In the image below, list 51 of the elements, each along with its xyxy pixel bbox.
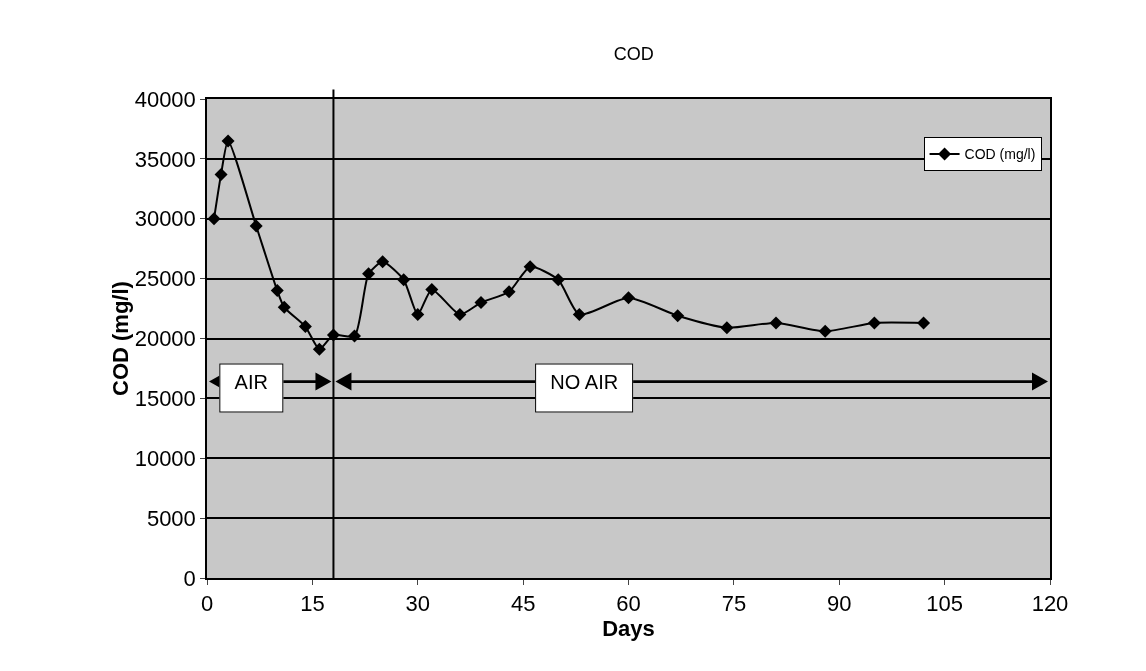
point — [312, 342, 326, 356]
point — [298, 320, 312, 334]
point — [362, 267, 376, 281]
y-tick-label: 40000 — [134, 86, 196, 112]
y-tick-label: 20000 — [134, 326, 196, 352]
x-axis-title: Days — [602, 616, 655, 642]
point — [214, 167, 228, 181]
x-tick-label: 0 — [200, 591, 214, 617]
y-tick-label: 5000 — [146, 505, 196, 531]
annotation: AIR — [219, 363, 283, 413]
point — [249, 219, 263, 233]
x-tick-label: 30 — [405, 591, 430, 617]
y-axis-title: COD (mg/l) — [107, 281, 133, 396]
point — [453, 308, 467, 322]
point — [277, 300, 291, 314]
point — [397, 273, 411, 287]
point — [502, 285, 516, 299]
point — [474, 296, 488, 310]
point — [867, 316, 881, 330]
point — [671, 309, 685, 323]
y-tick-label: 30000 — [134, 206, 196, 232]
y-tick-label: 35000 — [134, 146, 196, 172]
x-tick-label: 15 — [300, 591, 325, 617]
point — [769, 316, 783, 330]
point — [551, 273, 565, 287]
point — [917, 316, 931, 330]
y-tick-label: 10000 — [134, 445, 196, 471]
x-tick-label: 90 — [827, 591, 852, 617]
point — [221, 134, 235, 148]
x-tick-label: 60 — [616, 591, 641, 617]
y-tick-label: 25000 — [134, 266, 196, 292]
point — [270, 284, 284, 298]
chart-title: COD — [613, 43, 654, 64]
point — [720, 321, 734, 335]
point — [425, 282, 439, 296]
y-tick-label: 0 — [183, 565, 196, 591]
point — [348, 329, 362, 343]
y-tick-label: 15000 — [134, 386, 196, 412]
x-tick-label: 105 — [926, 591, 963, 617]
point — [207, 212, 221, 226]
x-tick-label: 45 — [510, 591, 536, 617]
legend-label: COD (mg/l) — [964, 146, 1036, 163]
point — [818, 324, 832, 338]
point — [572, 308, 586, 322]
point — [523, 260, 537, 274]
point — [376, 255, 390, 269]
x-tick-label: 120 — [1031, 591, 1069, 617]
x-tick-label: 75 — [721, 591, 747, 617]
annotation: NO AIR — [535, 363, 634, 413]
point — [622, 291, 635, 305]
point — [411, 308, 425, 322]
